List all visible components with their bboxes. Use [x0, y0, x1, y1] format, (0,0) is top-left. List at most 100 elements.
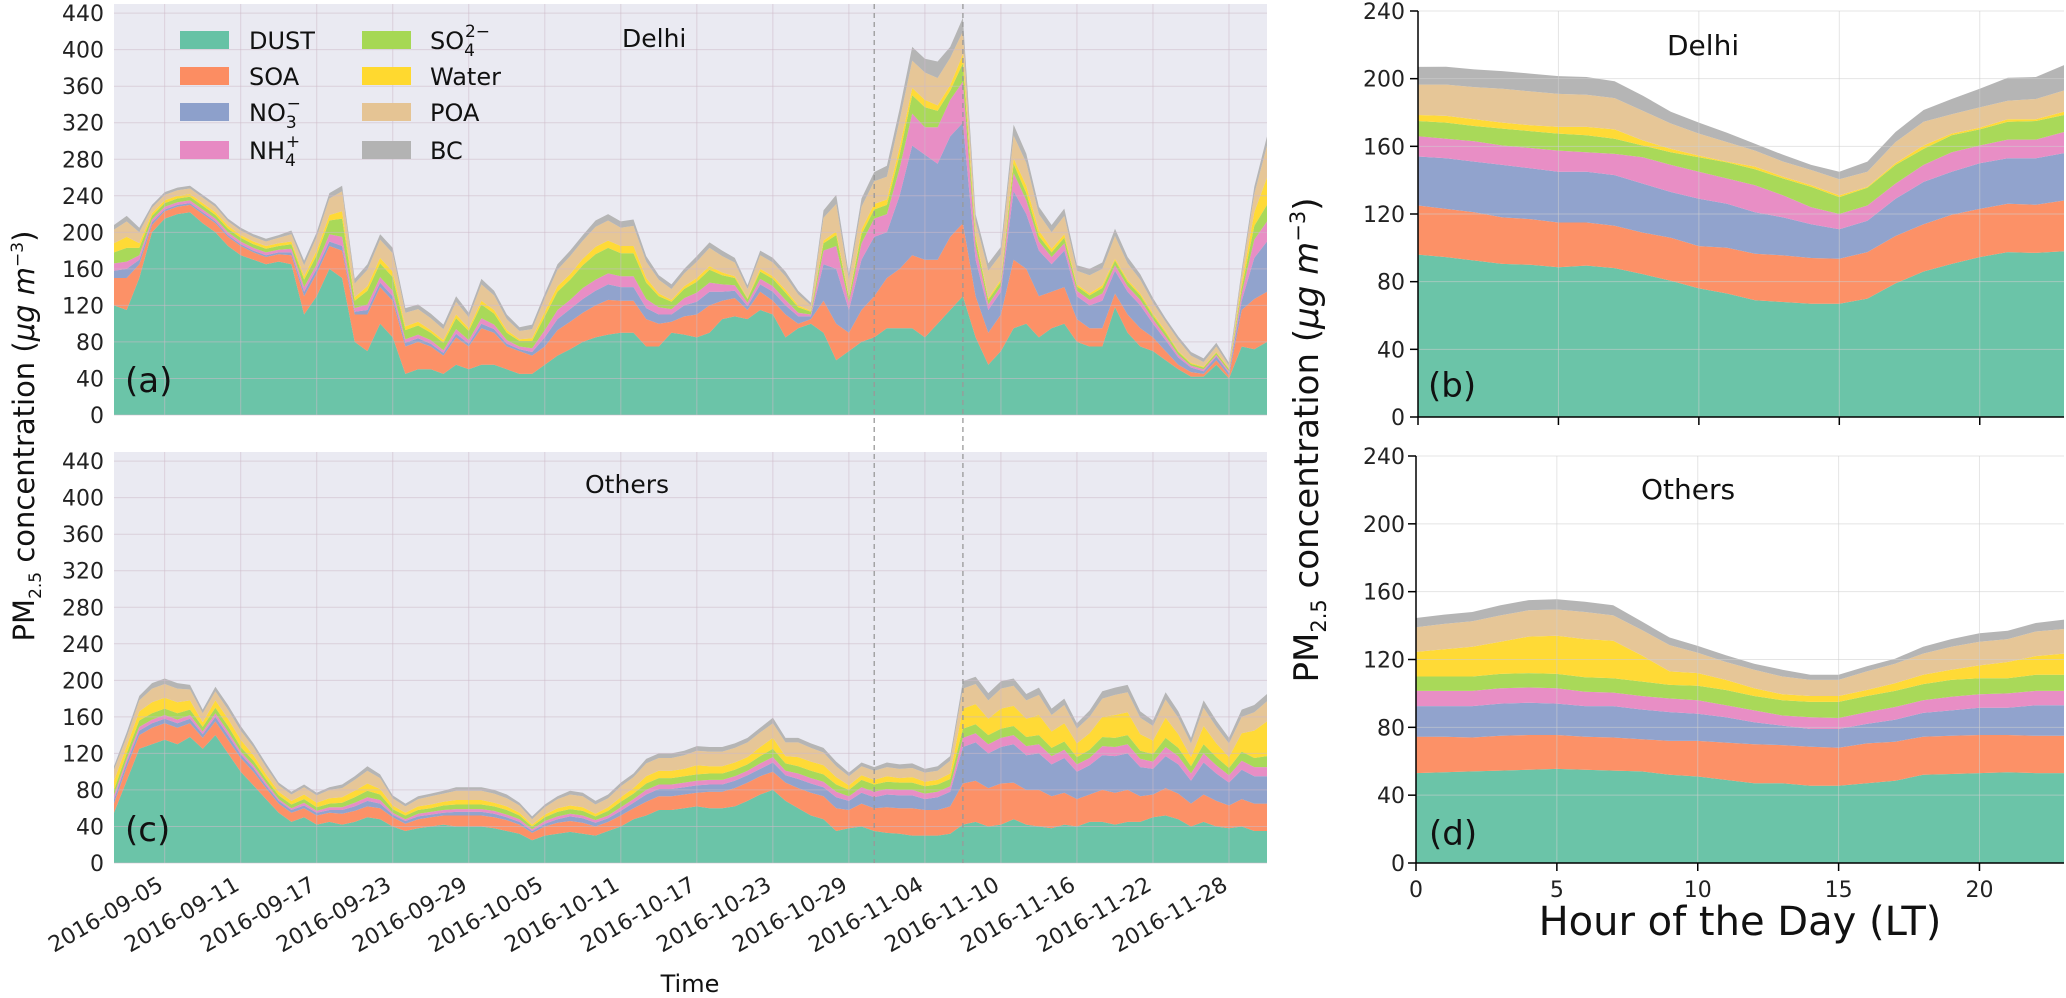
y-tick-label: 280 [62, 148, 104, 173]
y-tick-label: 0 [1391, 406, 1405, 431]
legend-label-poa: POA [430, 99, 480, 127]
legend-label-base: NO [249, 99, 286, 127]
area-poa [114, 684, 1267, 825]
y-tick-label: 200 [1363, 68, 1405, 93]
area-no3 [1416, 702, 2064, 748]
y-tick-label: 0 [1391, 852, 1405, 877]
legend-label-bc: BC [430, 137, 463, 165]
legend-swatch-bc [362, 141, 411, 159]
area-soa [114, 721, 1267, 841]
y-tick-label: 360 [62, 523, 104, 548]
ylabel-sup: −3 [8, 242, 28, 267]
y-tick-label: 40 [1377, 338, 1405, 363]
y-tick-label: 200 [62, 221, 104, 246]
legend-label-water: Water [430, 63, 501, 91]
legend-label-base: BC [430, 137, 463, 165]
area-water [1416, 635, 2064, 702]
legend-swatch-nh4 [180, 141, 229, 159]
legend-label-sub: 3 [286, 113, 297, 133]
area-bc [1418, 65, 2064, 180]
y-tick-label: 80 [1377, 271, 1405, 296]
ylabel-prefix: PM [1287, 633, 1327, 683]
panel-b-label: (b) [1428, 366, 1476, 406]
panel-c-others-timeseries: 040801201602002402803203604004402016-09-… [44, 450, 1267, 958]
area-nh4 [1418, 132, 2064, 230]
y-tick-label: 120 [62, 742, 104, 767]
y-tick-label: 160 [1363, 581, 1405, 606]
y-tick-label: 240 [62, 185, 104, 210]
area-poa [1418, 84, 2064, 196]
ylabel-sup: −3 [1286, 211, 1310, 242]
legend-label-sub: 4 [464, 41, 475, 61]
legend-label-base: POA [430, 99, 480, 127]
y-tick-label: 120 [1363, 649, 1405, 674]
x-axis-label-hour: Hour of the Day (LT) [1539, 899, 1942, 945]
area-poa [1416, 609, 2064, 696]
legend-swatch-soa [180, 67, 229, 85]
y-tick-label: 240 [1363, 445, 1405, 470]
x-tick-label: 20 [1965, 878, 1993, 903]
panel-c-label: (c) [125, 810, 170, 850]
y-tick-label: 320 [62, 112, 104, 137]
y-tick-label: 440 [62, 2, 104, 27]
legend-label-nh4: NH4+ [249, 132, 300, 171]
x-tick-label: 0 [1409, 878, 1423, 903]
panel-a-title: Delhi [622, 24, 686, 53]
y-tick-label: 40 [76, 367, 104, 392]
ylabel-mid: concentration ( [7, 341, 41, 572]
panel-a-delhi-timeseries: 0 40 80 120 160 200 240 280 320 360 400 440 [62, 2, 1267, 429]
y-tick-label: 240 [62, 633, 104, 658]
area-no3 [114, 122, 1267, 376]
legend-swatch-poa [362, 103, 411, 121]
panel-b-delhi-diurnal: 0 40 80 120 160 200 240 [1363, 0, 2064, 431]
y-axis-label-left: PM2.5 concentration (μg m−3) [7, 231, 46, 642]
y-tick-label: 160 [62, 258, 104, 283]
legend-label-base: NH [249, 137, 285, 165]
legend-label-base: SO [430, 27, 464, 55]
panel-d-title: Others [1641, 473, 1735, 506]
y-tick-label: 120 [62, 294, 104, 319]
legend-swatch-water [362, 67, 411, 85]
area-dust [114, 212, 1267, 415]
area-nh4 [1416, 687, 2064, 729]
area-water [1418, 111, 2064, 198]
panel-d-label: (d) [1429, 814, 1477, 854]
y-tick-label: 160 [62, 706, 104, 731]
area-so4 [1418, 115, 2064, 214]
legend-label-so4: SO42− [430, 22, 490, 61]
area-so4 [1416, 673, 2064, 718]
event-dashed-lines [873, 4, 964, 863]
y-tick-label: 0 [90, 852, 104, 877]
ylabel-unit: μg m [1287, 242, 1327, 330]
y-tick-label: 200 [62, 669, 104, 694]
y-tick-label: 400 [62, 487, 104, 512]
legend-label-sup: + [286, 132, 300, 152]
area-dust [1418, 251, 2064, 417]
legend-label-sub: 4 [285, 151, 296, 171]
panel-d-others-diurnal: 0 40 80 120 160 200 240 0 5 10 15 20 [1363, 445, 2064, 903]
y-axis-label-right: PM2.5 concentration (μg m−3) [1286, 198, 1331, 683]
ylabel-prefix: PM [7, 599, 41, 642]
y-tick-label: 160 [1363, 135, 1405, 160]
legend-label-base: DUST [249, 27, 315, 55]
y-tick-label: 440 [62, 450, 104, 475]
x-tick-label: 5 [1550, 878, 1564, 903]
x-tick-label: 15 [1825, 878, 1853, 903]
legend-label-base: Water [430, 63, 501, 91]
legend-label-dust: DUST [249, 27, 315, 55]
legend-swatch-no3 [180, 103, 229, 121]
area-dust [1416, 768, 2064, 863]
ylabel-suffix: ) [7, 231, 41, 242]
area-no3 [1418, 153, 2064, 259]
y-tick-label: 280 [62, 596, 104, 621]
x-tick-label: 10 [1684, 878, 1712, 903]
legend-swatch-dust [180, 31, 229, 49]
y-tick-label: 240 [1363, 0, 1405, 25]
y-tick-label: 0 [90, 404, 104, 429]
area-no3 [114, 716, 1267, 833]
panel-c-title: Others [585, 470, 669, 499]
area-soa [114, 204, 1267, 379]
y-tick-label: 80 [1377, 716, 1405, 741]
